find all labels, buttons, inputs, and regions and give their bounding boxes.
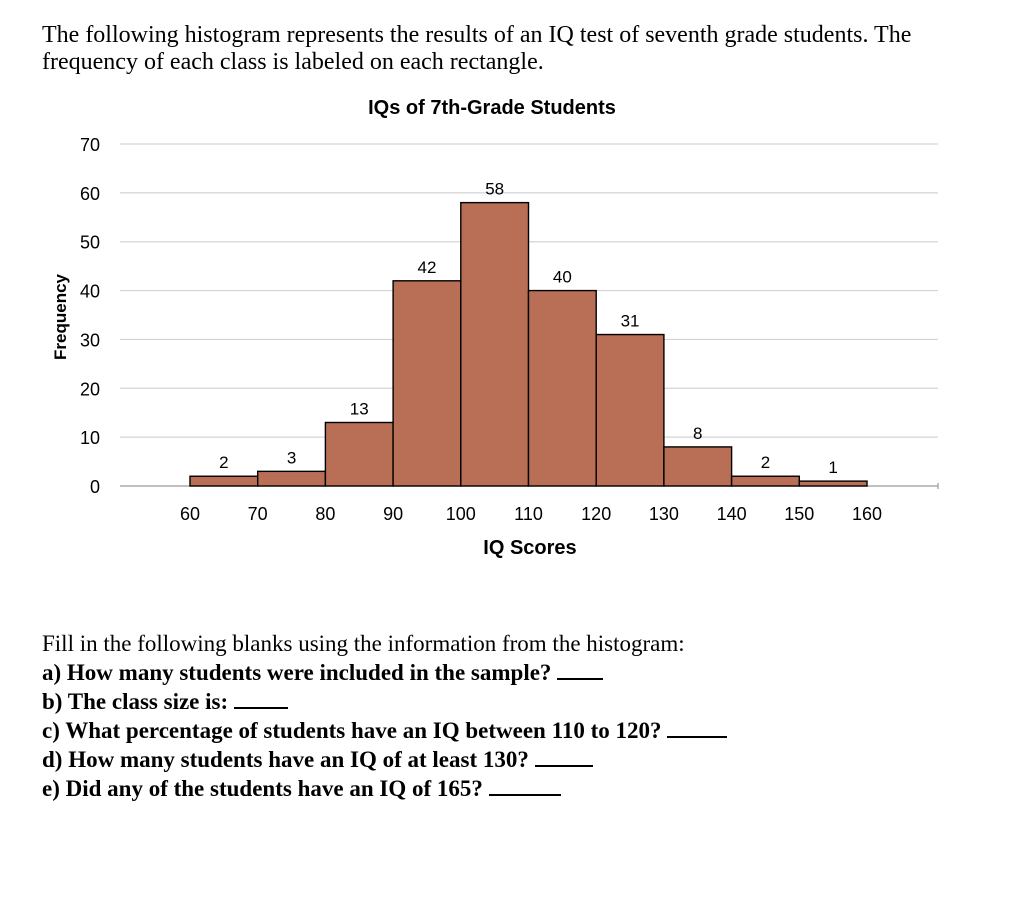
x-tick-label: 80 [315, 504, 335, 524]
y-tick-label: 20 [80, 379, 100, 399]
bar-value-label: 13 [350, 399, 369, 418]
bar-100-110 [460, 201, 530, 487]
bar-70-80 [257, 470, 327, 487]
y-tick-label: 60 [80, 184, 100, 204]
chart-title: IQs of 7th-Grade Students [368, 97, 616, 119]
x-tick-label: 160 [852, 504, 882, 524]
x-tick-label: 140 [717, 504, 747, 524]
bar-90-100 [392, 280, 462, 487]
bar-120-130 [595, 333, 665, 487]
bar-value-label: 2 [761, 453, 770, 472]
instructions-text: Fill in the following blanks using the i… [42, 631, 685, 656]
bar-140-150 [730, 475, 800, 487]
answer-blank-d[interactable] [534, 745, 593, 767]
question-a-text: a) How many students were included in th… [42, 660, 552, 685]
bars [189, 201, 868, 487]
y-tick-label: 0 [90, 477, 100, 497]
bar-value-label: 1 [828, 458, 837, 477]
bar-150-160 [798, 480, 868, 487]
answer-blank-e[interactable] [488, 774, 561, 796]
y-tick-label: 50 [80, 233, 100, 253]
x-tick-label: 130 [649, 504, 679, 524]
question-e: e) Did any of the students have an IQ of… [42, 774, 982, 803]
x-tick-label: 150 [784, 504, 814, 524]
question-c-text: c) What percentage of students have an I… [42, 718, 662, 743]
question-b: b) The class size is: [42, 687, 982, 716]
bar-value-label: 8 [693, 424, 702, 443]
y-tick-label: 70 [80, 135, 100, 155]
bar-60-70 [189, 475, 259, 487]
question-d: d) How many students have an IQ of at le… [42, 745, 982, 774]
answer-blank-a[interactable] [557, 658, 604, 680]
x-tick-label: 120 [581, 504, 611, 524]
x-tick-label: 60 [180, 504, 200, 524]
bar-value-label: 42 [417, 258, 436, 277]
y-tick-label: 40 [80, 282, 100, 302]
y-tick-label: 10 [80, 428, 100, 448]
bar-130-140 [663, 446, 733, 487]
bar-80-90 [324, 421, 394, 487]
question-c: c) What percentage of students have an I… [42, 716, 982, 745]
question-e-text: e) Did any of the students have an IQ of… [42, 776, 483, 801]
bar-value-label: 3 [287, 448, 296, 467]
y-axis-ticks: 0 10 20 30 40 50 60 70 [80, 135, 100, 497]
y-axis-label: Frequency [51, 273, 70, 360]
question-b-text: b) The class size is: [42, 689, 229, 714]
bar-labels: 2 3 13 42 58 40 31 8 2 1 [219, 180, 838, 477]
problem-intro: The following histogram represents the r… [42, 22, 912, 75]
question-d-text: d) How many students have an IQ of at le… [42, 747, 529, 772]
x-tick-label: 70 [248, 504, 268, 524]
bar-value-label: 31 [621, 312, 640, 331]
bar-value-label: 40 [553, 268, 572, 287]
x-axis-ticks: 60 70 80 90 100 110 120 130 140 150 160 [180, 504, 882, 524]
histogram-chart: IQs of 7th-Grade Students 0 10 20 30 40 50 60 7… [51, 97, 939, 559]
answer-blank-b[interactable] [234, 687, 289, 709]
x-axis-label: IQ Scores [483, 537, 576, 559]
x-tick-label: 100 [446, 504, 476, 524]
bar-value-label: 58 [485, 180, 504, 199]
x-tick-label: 90 [383, 504, 403, 524]
y-tick-label: 30 [80, 330, 100, 350]
x-tick-label: 110 [514, 504, 543, 524]
bar-value-label: 2 [219, 453, 228, 472]
bar-110-120 [527, 289, 597, 487]
question-a: a) How many students were included in th… [42, 658, 982, 687]
question-list: Fill in the following blanks using the i… [42, 630, 982, 803]
answer-blank-c[interactable] [667, 716, 728, 738]
